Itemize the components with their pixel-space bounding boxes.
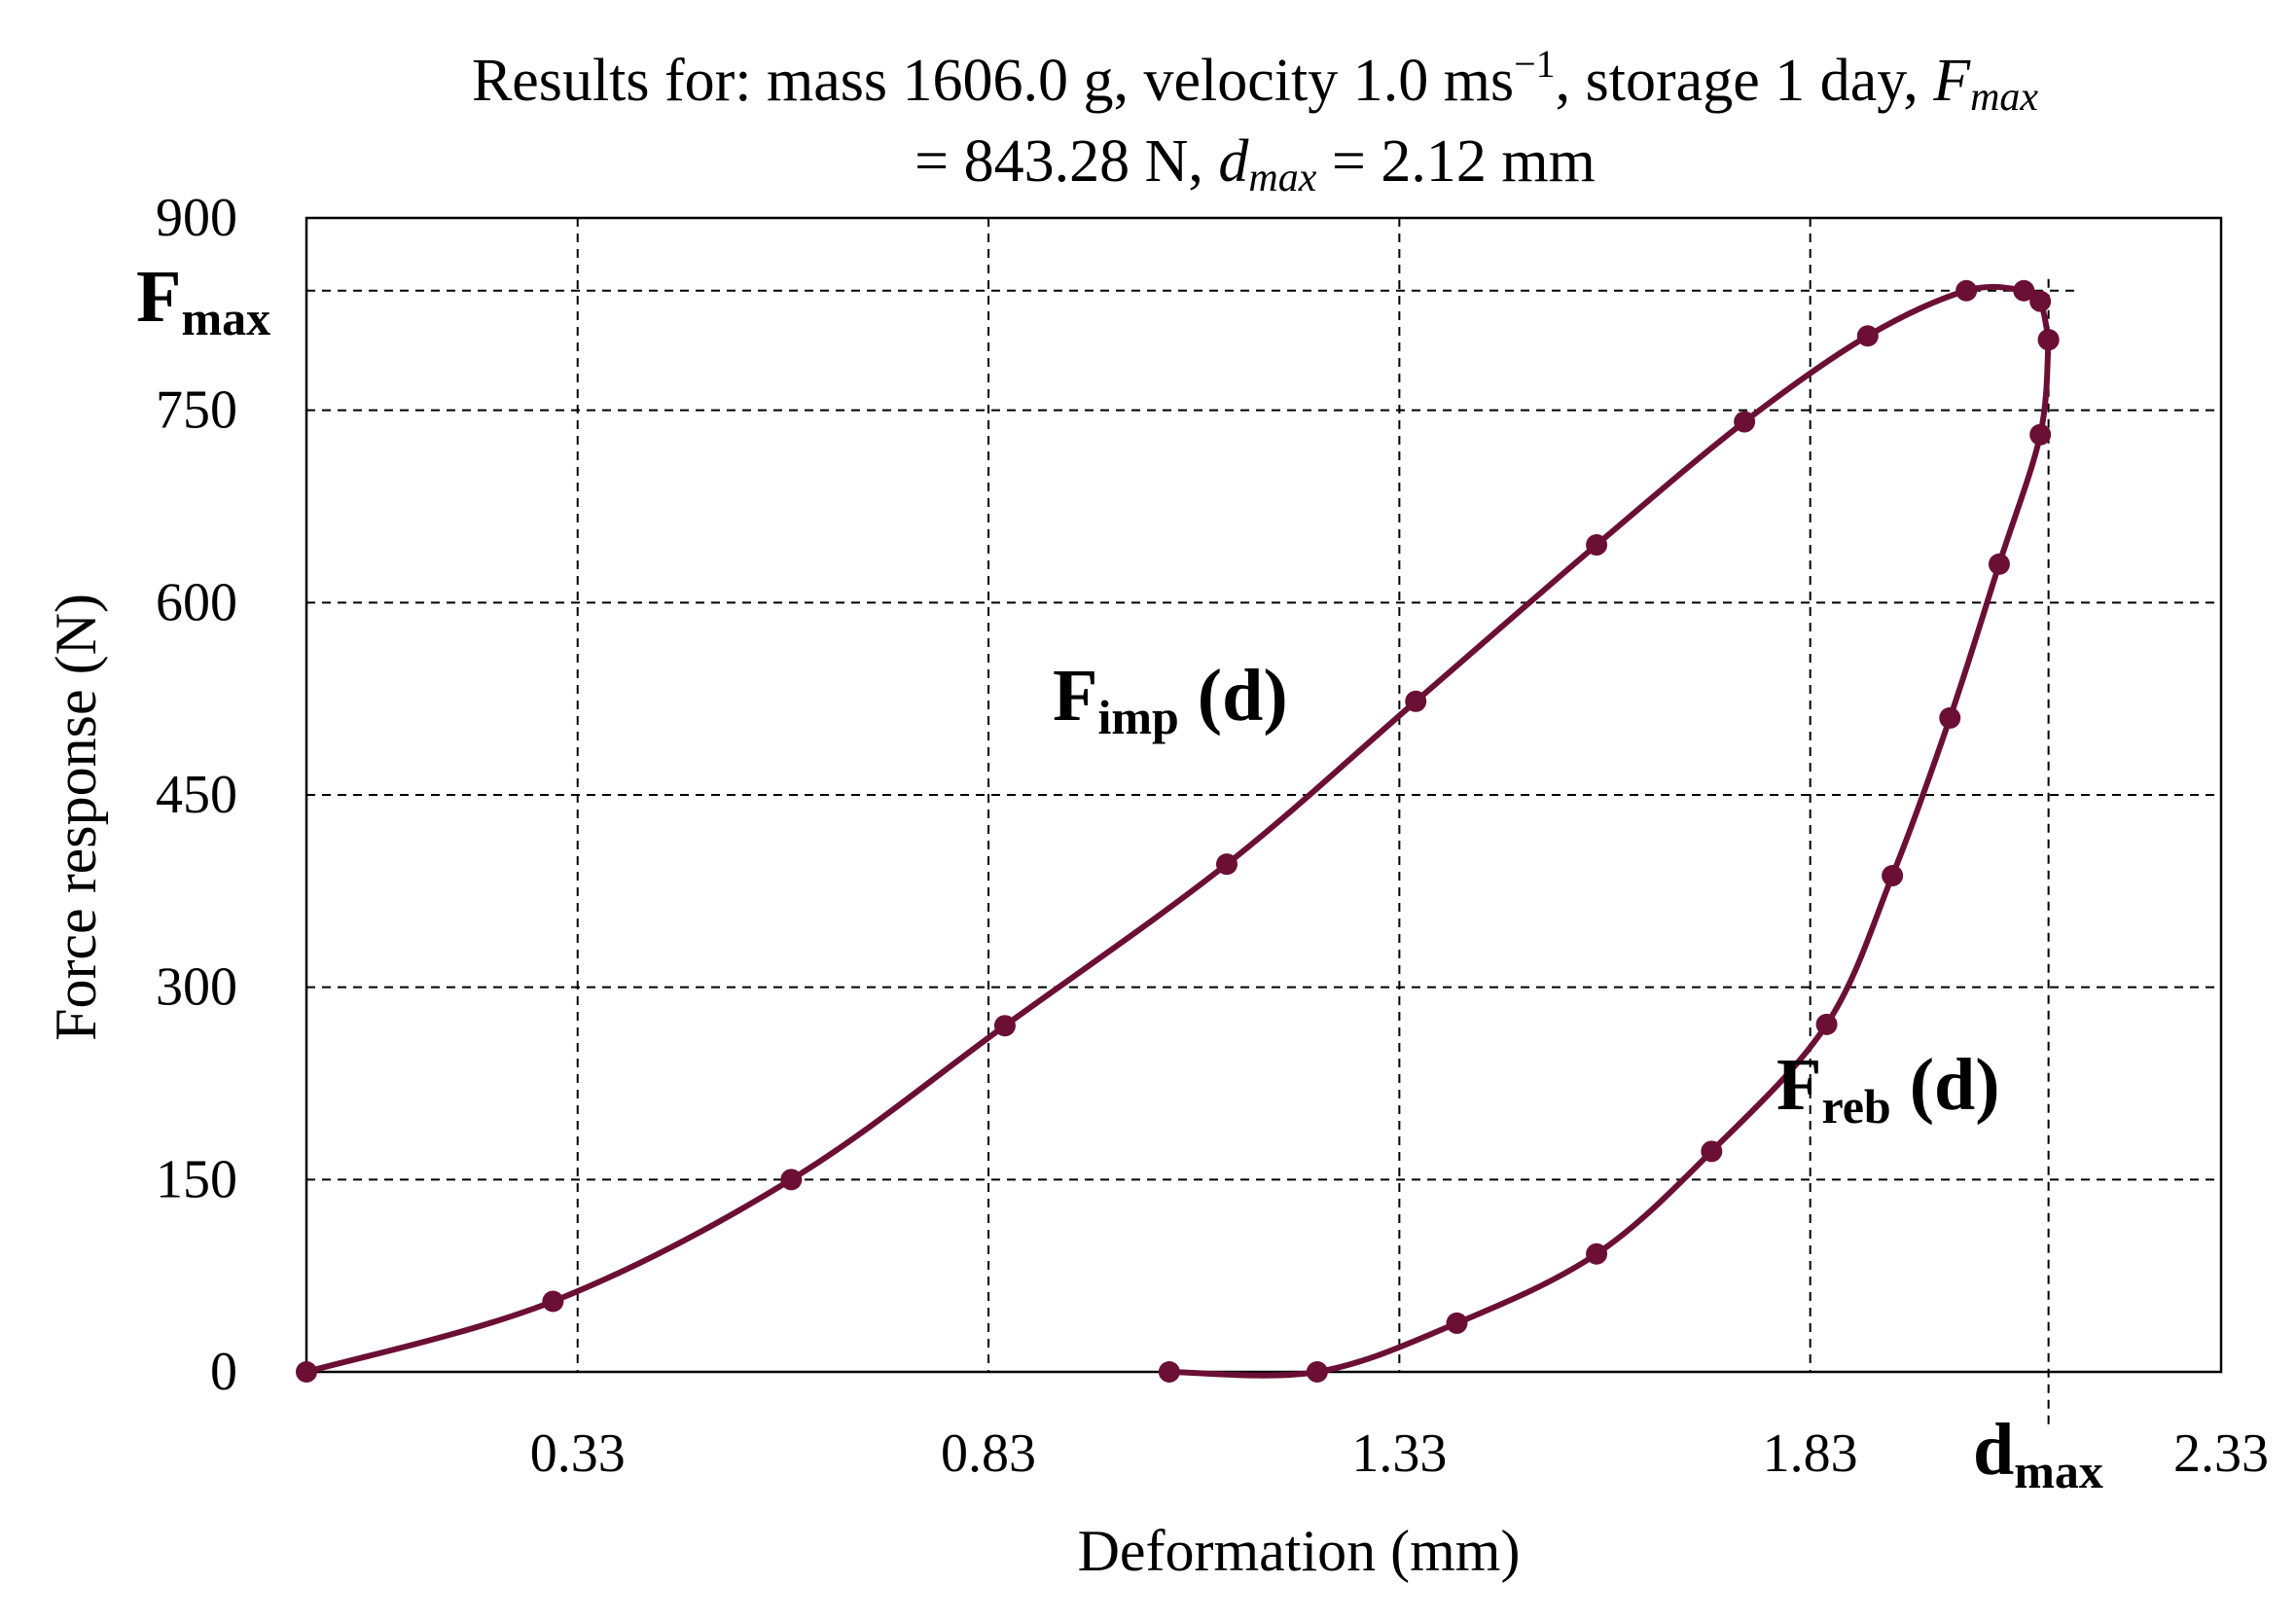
- data-point-rebound-2: [1988, 553, 2010, 575]
- x-tick-label: 2.33: [2173, 1423, 2269, 1484]
- data-point-impact-8: [1856, 325, 1879, 347]
- x-tick-label: 1.33: [1351, 1423, 1447, 1484]
- data-point-impact-5: [1405, 690, 1427, 712]
- data-point-impact-1: [542, 1290, 564, 1313]
- y-tick-label: 300: [156, 957, 237, 1018]
- y-tick-label: 750: [156, 380, 237, 441]
- y-tick-label: 600: [156, 572, 237, 632]
- fmax-annotation: Fmax: [136, 256, 270, 345]
- data-point-impact-3: [993, 1015, 1016, 1037]
- data-point-rebound-10: [1158, 1361, 1180, 1383]
- y-axis-label: Force response (N): [44, 594, 108, 1041]
- y-tick-label: 150: [156, 1149, 237, 1209]
- data-point-impact-11: [2029, 290, 2052, 312]
- y-tick-label: 900: [156, 188, 237, 248]
- series-line-rebound: [1166, 337, 2052, 1379]
- data-point-rebound-8: [1446, 1312, 1468, 1334]
- y-axis-ticks: 0 150 300 450 600 750 900: [156, 188, 237, 1402]
- data-point-impact-7: [1734, 411, 1756, 433]
- chart-title-line2: = 843.28 N, dmax = 2.12 mm: [915, 128, 1596, 200]
- x-axis-label: Deformation (mm): [1078, 1519, 1521, 1583]
- data-point-impact-10: [2013, 279, 2035, 302]
- y-tick-label: 0: [210, 1342, 237, 1402]
- data-point-impact-6: [1586, 534, 1608, 557]
- data-point-rebound-7: [1586, 1242, 1608, 1265]
- series-label-impact: Fimp (d): [1053, 655, 1288, 744]
- y-tick-label: 450: [156, 765, 237, 825]
- data-point-impact-0: [296, 1361, 317, 1383]
- data-point-rebound-6: [1701, 1140, 1723, 1163]
- data-point-rebound-9: [1306, 1361, 1328, 1383]
- chart-title-line1: Results for: mass 1606.0 g, velocity 1.0…: [472, 42, 2038, 120]
- x-tick-label: 0.83: [941, 1423, 1036, 1484]
- x-tick-label: 1.83: [1763, 1423, 1858, 1484]
- data-point-impact-4: [1215, 853, 1238, 876]
- series-label-rebound: Freb (d): [1776, 1044, 2000, 1134]
- data-point-rebound-0: [2037, 329, 2060, 351]
- data-point-rebound-5: [1815, 1013, 1838, 1035]
- x-tick-label: 0.33: [530, 1423, 626, 1484]
- data-point-impact-9: [1955, 279, 1978, 302]
- grid: [306, 218, 2221, 1372]
- data-point-rebound-4: [1882, 865, 1904, 887]
- data-point-impact-2: [780, 1169, 803, 1191]
- x-axis-ticks: 0.33 0.83 1.33 1.83 2.33: [530, 1423, 2269, 1484]
- plot-frame: [305, 216, 2223, 1374]
- series-line-impact: [304, 283, 2052, 1375]
- data-point-rebound-1: [2029, 423, 2052, 446]
- data-point-rebound-3: [1939, 706, 1961, 729]
- series-layer: [296, 279, 2060, 1383]
- dmax-annotation: dmax: [1973, 1409, 2103, 1498]
